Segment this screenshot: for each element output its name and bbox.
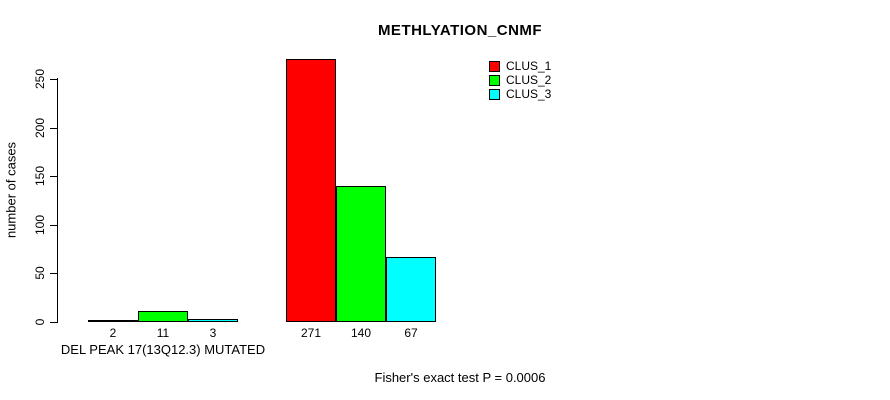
bar-value-label: 3 bbox=[209, 326, 217, 340]
legend-swatch-icon bbox=[489, 89, 500, 100]
y-tick-label: 100 bbox=[33, 214, 47, 236]
legend-label: CLUS_3 bbox=[506, 87, 552, 101]
bar-clus_3-group1 bbox=[188, 319, 238, 322]
y-tick-label: 250 bbox=[33, 68, 47, 90]
bar-value-label: 11 bbox=[156, 326, 170, 340]
legend-item-clus_2: CLUS_2 bbox=[489, 73, 552, 87]
y-axis-line bbox=[57, 78, 58, 323]
y-tick-mark bbox=[50, 128, 57, 129]
bar-clus_1-group1 bbox=[88, 320, 138, 322]
bar-value-label: 2 bbox=[109, 326, 117, 340]
stat-caption: Fisher's exact test P = 0.0006 bbox=[374, 370, 546, 385]
y-tick-mark bbox=[50, 273, 57, 274]
chart-title: METHLYATION_CNMF bbox=[377, 22, 543, 39]
legend-label: CLUS_2 bbox=[506, 73, 552, 87]
legend-item-clus_3: CLUS_3 bbox=[489, 87, 552, 101]
legend: CLUS_1 CLUS_2 CLUS_3 bbox=[489, 59, 552, 101]
group-axis-label: DEL PEAK 17(13Q12.3) MUTATED bbox=[60, 342, 266, 357]
bar-clus_2-group1 bbox=[138, 311, 188, 322]
legend-item-clus_1: CLUS_1 bbox=[489, 59, 552, 73]
legend-label: CLUS_1 bbox=[506, 59, 552, 73]
bar-value-label: 271 bbox=[300, 326, 322, 340]
legend-swatch-icon bbox=[489, 61, 500, 72]
bar-clus_3-group2 bbox=[386, 257, 436, 322]
legend-swatch-icon bbox=[489, 75, 500, 86]
y-tick-label: 50 bbox=[33, 266, 47, 280]
y-tick-mark bbox=[50, 79, 57, 80]
y-axis-label: number of cases bbox=[3, 141, 19, 239]
bar-clus_2-group2 bbox=[336, 186, 386, 322]
bar-clus_1-group2 bbox=[286, 59, 336, 322]
y-tick-mark bbox=[50, 176, 57, 177]
y-tick-label: 200 bbox=[33, 117, 47, 139]
bar-value-label: 140 bbox=[350, 326, 372, 340]
y-tick-mark bbox=[50, 322, 57, 323]
y-tick-label: 150 bbox=[33, 165, 47, 187]
y-tick-mark bbox=[50, 225, 57, 226]
bar-value-label: 67 bbox=[404, 326, 418, 340]
y-tick-label: 0 bbox=[33, 318, 47, 326]
